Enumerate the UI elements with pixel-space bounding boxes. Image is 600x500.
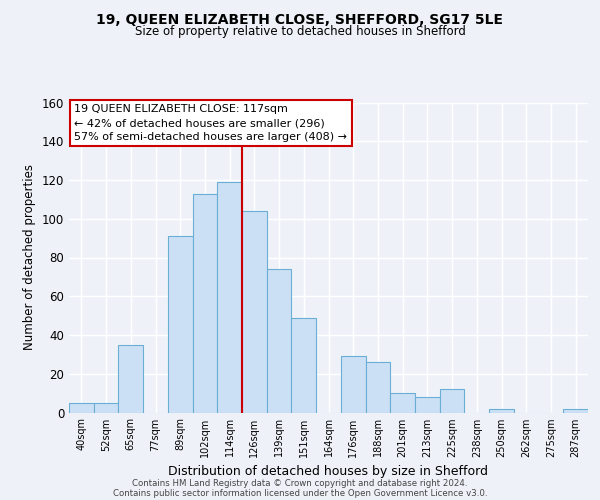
- Bar: [69, 403, 94, 412]
- Text: Size of property relative to detached houses in Shefford: Size of property relative to detached ho…: [134, 25, 466, 38]
- Bar: [168, 236, 193, 412]
- Text: Contains public sector information licensed under the Open Government Licence v3: Contains public sector information licen…: [113, 488, 487, 498]
- Bar: [242, 211, 267, 412]
- X-axis label: Distribution of detached houses by size in Shefford: Distribution of detached houses by size …: [169, 465, 488, 478]
- Bar: [292, 318, 316, 412]
- Bar: [365, 362, 390, 412]
- Bar: [563, 408, 588, 412]
- Bar: [118, 344, 143, 412]
- Text: 19, QUEEN ELIZABETH CLOSE, SHEFFORD, SG17 5LE: 19, QUEEN ELIZABETH CLOSE, SHEFFORD, SG1…: [97, 12, 503, 26]
- Bar: [94, 403, 118, 412]
- Text: Contains HM Land Registry data © Crown copyright and database right 2024.: Contains HM Land Registry data © Crown c…: [132, 478, 468, 488]
- Bar: [267, 269, 292, 412]
- Bar: [390, 393, 415, 412]
- Text: 19 QUEEN ELIZABETH CLOSE: 117sqm
← 42% of detached houses are smaller (296)
57% : 19 QUEEN ELIZABETH CLOSE: 117sqm ← 42% o…: [74, 104, 347, 142]
- Bar: [193, 194, 217, 412]
- Bar: [489, 408, 514, 412]
- Bar: [440, 389, 464, 412]
- Bar: [341, 356, 365, 412]
- Bar: [217, 182, 242, 412]
- Bar: [415, 397, 440, 412]
- Y-axis label: Number of detached properties: Number of detached properties: [23, 164, 36, 350]
